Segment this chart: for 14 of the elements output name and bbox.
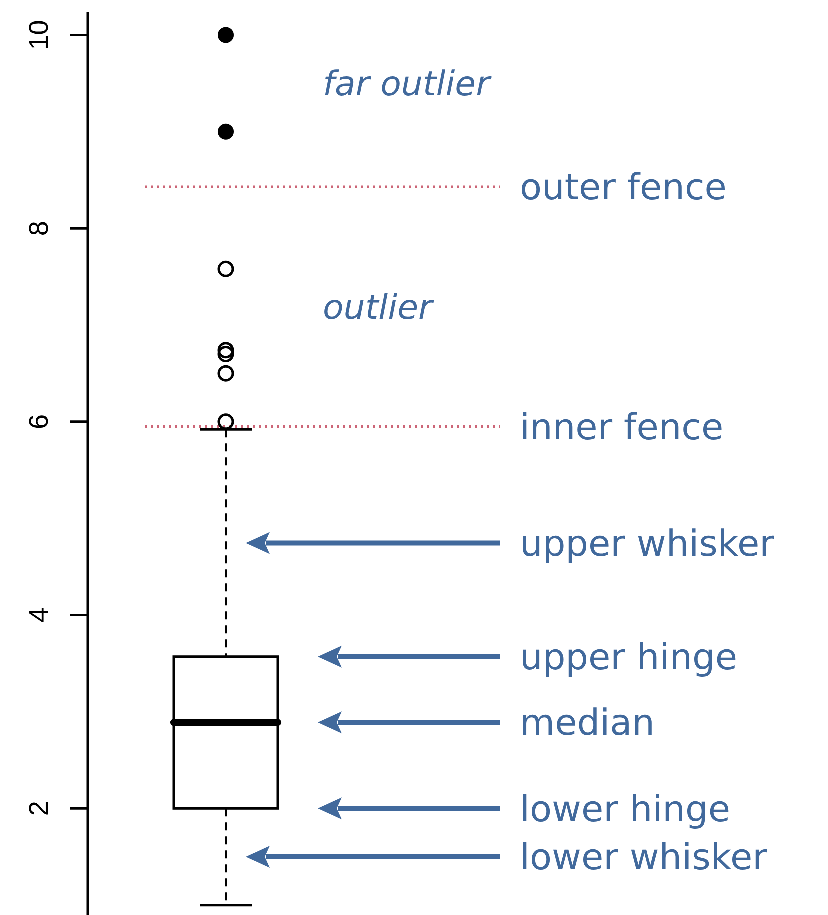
text: lower hinge xyxy=(520,789,730,830)
y-tick-label: 4 xyxy=(24,608,54,623)
y-tick-label: 10 xyxy=(24,20,54,50)
y-tick-label: 8 xyxy=(24,221,54,236)
text: median xyxy=(520,703,655,744)
annotation: far outlier xyxy=(323,64,492,104)
ref-line-label: outer fence xyxy=(520,168,727,209)
ref-line-label: inner fence xyxy=(520,407,724,448)
y-tick-label: 2 xyxy=(24,801,54,816)
text: lower whisker xyxy=(520,838,768,879)
text: upper hinge xyxy=(520,637,738,678)
annotation: outlier xyxy=(323,288,434,328)
y-tick-label: 6 xyxy=(24,414,54,430)
text: upper whisker xyxy=(520,524,775,565)
